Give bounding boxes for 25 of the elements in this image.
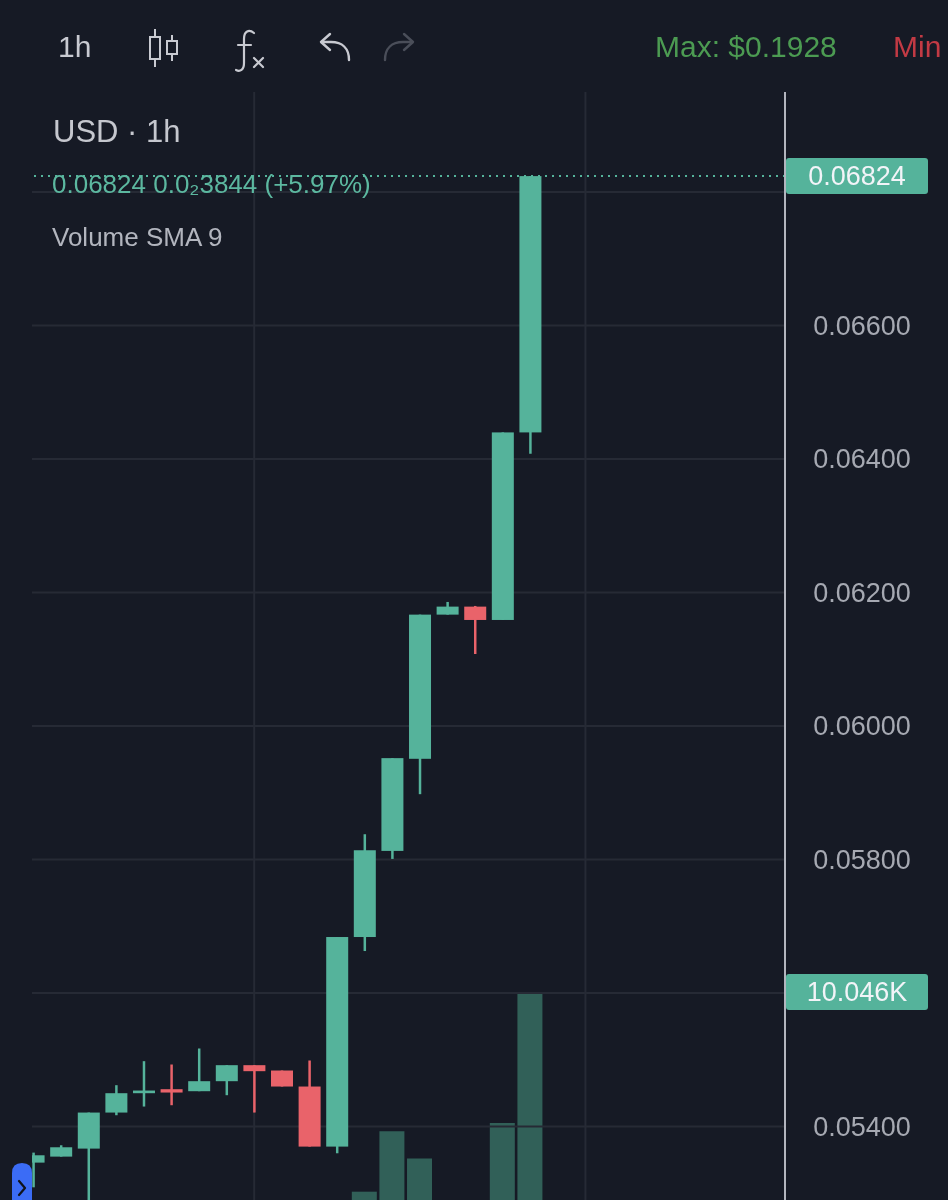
ref-line-label: 0.06824 bbox=[808, 161, 906, 192]
candlestick bbox=[105, 1083, 128, 1117]
candlestick bbox=[464, 604, 487, 656]
text: Min bbox=[893, 29, 942, 65]
text: 1h bbox=[58, 29, 92, 65]
y-tick-label: 0.06400 bbox=[813, 444, 911, 475]
y-tick-label: 0.06000 bbox=[813, 711, 911, 742]
text: USD · 1h bbox=[53, 114, 181, 150]
annotation: Volume SMA 9 bbox=[52, 222, 223, 253]
bar bbox=[517, 992, 543, 1200]
y-tick-label: 0.05400 bbox=[813, 1111, 911, 1142]
bar bbox=[379, 1131, 405, 1200]
annotation: 0.06824 0.0₂3844 (+5.97%) bbox=[52, 169, 371, 200]
candlestick bbox=[243, 1063, 266, 1114]
text: Max: $0.1928 bbox=[655, 29, 837, 65]
y-tick-label: 0.06200 bbox=[813, 577, 911, 608]
bar bbox=[489, 1123, 515, 1200]
y-tick-label: 0.06600 bbox=[813, 310, 911, 341]
bar bbox=[407, 1158, 433, 1200]
candlestick bbox=[188, 1047, 211, 1093]
y-tick-label: 0.05800 bbox=[813, 844, 911, 875]
text: 10.046K bbox=[806, 977, 908, 1007]
candlestick bbox=[215, 1063, 238, 1097]
bar bbox=[351, 1191, 377, 1200]
candlestick bbox=[160, 1063, 183, 1107]
